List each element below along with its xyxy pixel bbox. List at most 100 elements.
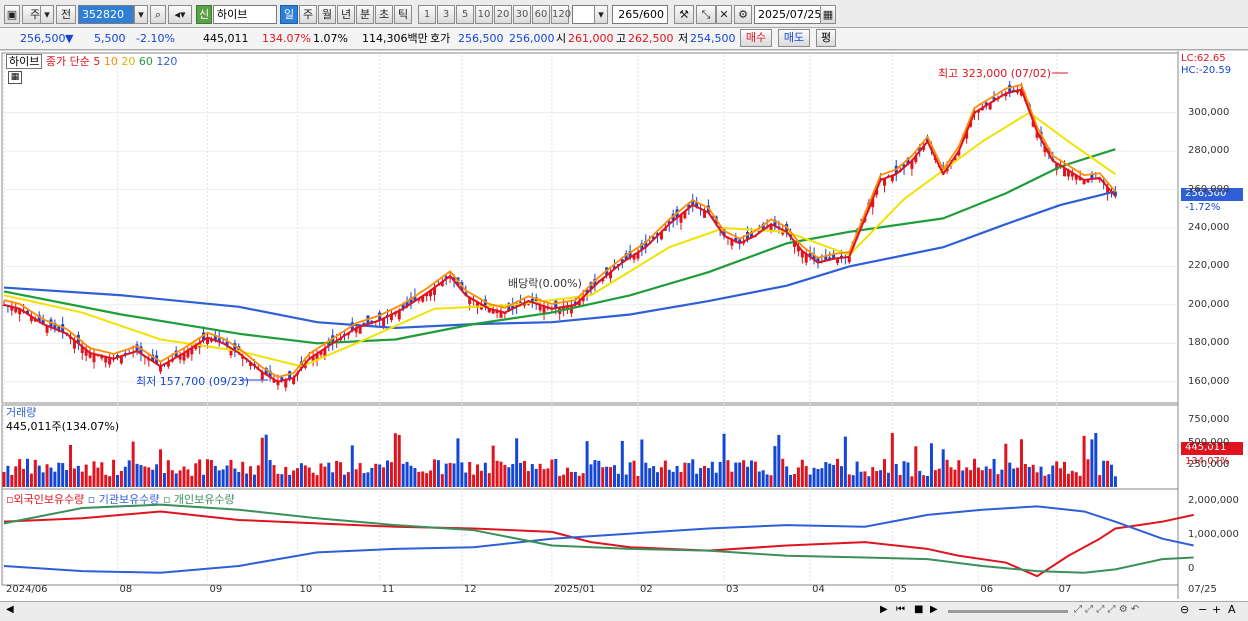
market-dropdown-icon[interactable]: ▾ bbox=[40, 5, 54, 24]
scroll-right-icon[interactable]: ▶ bbox=[880, 604, 888, 615]
candle-body-246 bbox=[965, 131, 969, 139]
average-button[interactable]: 평 bbox=[816, 29, 836, 47]
candle-body-3 bbox=[14, 307, 18, 313]
period-tab-2[interactable]: 월 bbox=[318, 5, 336, 24]
candle-body-67 bbox=[264, 368, 268, 375]
tools-icon[interactable]: ⚒ bbox=[674, 5, 694, 24]
interval-button-120[interactable]: 120 bbox=[551, 5, 571, 24]
volume-bar-245 bbox=[961, 470, 965, 487]
candle-body-272 bbox=[1066, 170, 1070, 177]
period-tab-5[interactable]: 초 bbox=[375, 5, 393, 24]
stock-name-field[interactable]: 하이브 bbox=[213, 5, 277, 24]
current-price-pct: -1.72% bbox=[1185, 202, 1221, 213]
minus-icon[interactable]: − bbox=[1198, 603, 1208, 616]
volume-bar-37 bbox=[147, 467, 151, 487]
candle-body-144 bbox=[566, 306, 570, 310]
candle-body-102 bbox=[401, 304, 405, 309]
first-icon[interactable]: ⏮ bbox=[896, 604, 905, 615]
volume-bar-65 bbox=[256, 465, 260, 487]
speaker-icon[interactable]: ◂▾ bbox=[168, 5, 192, 24]
chart-navigation-bar: ◀ ▶ ⏮ ■ ▶ ⤢ ⤢ ⤢ ⤢ ⚙ ↶ ⊖ − + A bbox=[0, 601, 1248, 621]
interval-button-60[interactable]: 60 bbox=[532, 5, 550, 24]
volume-bar-9 bbox=[37, 465, 41, 487]
volume-bar-35 bbox=[139, 465, 143, 487]
zoom-out-icon[interactable]: ⊖ bbox=[1180, 603, 1190, 616]
interval-button-1[interactable]: 1 bbox=[418, 5, 436, 24]
grid-toggle-icon[interactable]: ▦ bbox=[8, 71, 22, 84]
period-tab-0[interactable]: 일 bbox=[280, 5, 298, 24]
volume-bar-194 bbox=[761, 470, 765, 487]
volume-bar-182 bbox=[714, 472, 718, 487]
volume-bar-48 bbox=[190, 475, 194, 487]
volume-bar-128 bbox=[503, 464, 507, 487]
candle-body-7 bbox=[29, 316, 33, 322]
period-tab-3[interactable]: 년 bbox=[337, 5, 355, 24]
volume-bar-31 bbox=[123, 466, 127, 487]
candle-body-212 bbox=[832, 253, 836, 259]
search-icon[interactable]: ⌕ bbox=[150, 5, 166, 24]
play-icon[interactable]: ▶ bbox=[930, 604, 938, 615]
ma-legend-5: 5 bbox=[93, 55, 101, 68]
volume-bar-53 bbox=[209, 459, 213, 487]
calendar-icon[interactable]: ▦ bbox=[820, 5, 836, 24]
count-field[interactable]: 265/600 bbox=[612, 5, 668, 24]
period-tab-1[interactable]: 주 bbox=[299, 5, 317, 24]
zoom-slider[interactable] bbox=[948, 610, 1068, 613]
candle-body-204 bbox=[800, 251, 804, 258]
volume-tag: 445,011 bbox=[1181, 442, 1243, 455]
candle-body-49 bbox=[194, 345, 198, 350]
volume-bar-102 bbox=[401, 463, 405, 487]
candle-body-170 bbox=[667, 221, 671, 225]
draw-icon[interactable]: ⤡ bbox=[696, 5, 716, 24]
interval-button-10[interactable]: 10 bbox=[475, 5, 493, 24]
volume-bar-45 bbox=[178, 470, 182, 487]
chart-canvas[interactable] bbox=[0, 51, 1248, 621]
candle-body-91 bbox=[358, 326, 362, 334]
stock-label[interactable]: 하이브 bbox=[6, 54, 43, 69]
date-input[interactable]: 2025/07/25 bbox=[754, 5, 824, 24]
volume-bar-69 bbox=[272, 465, 276, 487]
interval-button-30[interactable]: 30 bbox=[513, 5, 531, 24]
volume-bar-197 bbox=[773, 446, 777, 487]
buy-button[interactable]: 매수 bbox=[740, 29, 772, 47]
sell-button[interactable]: 매도 bbox=[778, 29, 810, 47]
holdings-legend-0: ▫외국인보유수량 bbox=[6, 493, 85, 506]
volume-bar-154 bbox=[605, 466, 609, 487]
code-dropdown-icon[interactable]: ▾ bbox=[134, 5, 148, 24]
font-size-icon[interactable]: A bbox=[1228, 603, 1236, 616]
volume-bar-109 bbox=[429, 470, 433, 487]
plus-icon[interactable]: + bbox=[1212, 603, 1222, 616]
interval-dropdown-icon[interactable]: ▾ bbox=[594, 5, 608, 24]
prev-button[interactable]: 전 bbox=[56, 5, 76, 24]
candle-body-194 bbox=[761, 223, 765, 230]
volume-bar-172 bbox=[675, 465, 679, 487]
volume-bar-90 bbox=[354, 469, 358, 487]
window-icon[interactable]: ▣ bbox=[4, 5, 20, 24]
candle-body-14 bbox=[57, 326, 61, 331]
gear-icon[interactable]: ⚙ bbox=[734, 5, 752, 24]
interval-button-3[interactable]: 3 bbox=[437, 5, 455, 24]
volume-bar-125 bbox=[491, 445, 495, 487]
interval-button-5[interactable]: 5 bbox=[456, 5, 474, 24]
drawing-tools-icons[interactable]: ⤢ ⤢ ⤢ ⤢ ⚙ ↶ bbox=[1074, 604, 1140, 615]
volume-bar-63 bbox=[249, 466, 253, 487]
chart-area[interactable]: 하이브 종가 단순 5 10 20 60 120 ▦ LC:62.65 HC:-… bbox=[0, 51, 1248, 621]
candle-body-146 bbox=[573, 301, 577, 305]
ask-label: 호가 bbox=[430, 32, 451, 45]
candle-body-158 bbox=[620, 259, 624, 263]
volume-bar-268 bbox=[1051, 465, 1055, 487]
period-tab-6[interactable]: 틱 bbox=[394, 5, 412, 24]
candle-body-124 bbox=[487, 308, 491, 313]
volume-bar-223 bbox=[875, 471, 879, 487]
candle-body-227 bbox=[890, 175, 894, 182]
volume-bar-258 bbox=[1012, 468, 1016, 487]
delete-drawing-icon[interactable]: ✕ bbox=[716, 5, 732, 24]
interval-button-20[interactable]: 20 bbox=[494, 5, 512, 24]
stop-icon[interactable]: ■ bbox=[914, 604, 924, 615]
x-axis-tick-2: 09 bbox=[209, 584, 223, 595]
period-tab-4[interactable]: 분 bbox=[356, 5, 374, 24]
volume-bar-280 bbox=[1098, 475, 1102, 487]
volume-bar-171 bbox=[671, 471, 675, 487]
stock-code-input[interactable]: 352820 bbox=[78, 5, 134, 24]
scroll-left-icon[interactable]: ◀ bbox=[6, 604, 14, 615]
